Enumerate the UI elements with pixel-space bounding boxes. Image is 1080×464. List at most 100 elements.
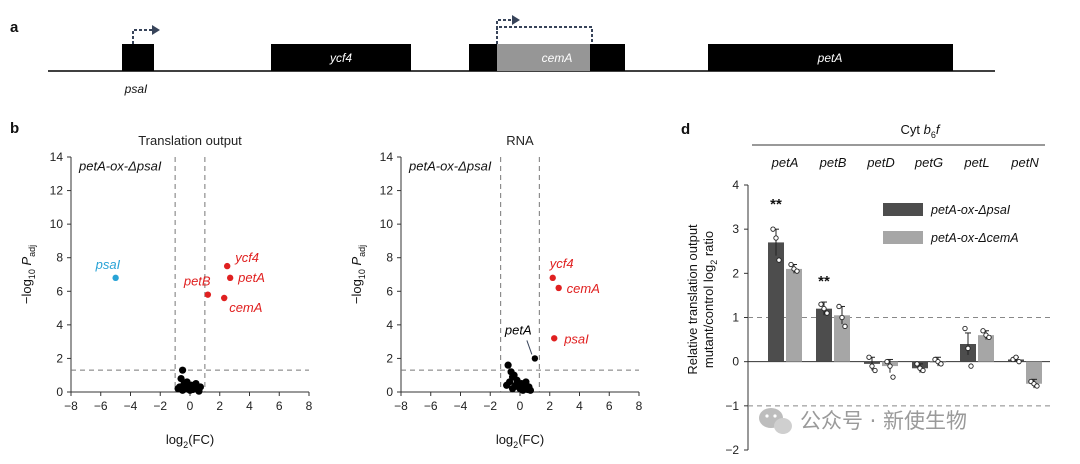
replicate-point xyxy=(770,226,776,232)
legend-label-series1: petA-ox-ΔpsaI xyxy=(930,203,1011,217)
x-tick-label: −2 xyxy=(153,399,167,413)
replicate-point xyxy=(887,363,893,369)
gene-block-psai xyxy=(122,44,154,71)
x-tick-label: −6 xyxy=(94,399,108,413)
replicate-point xyxy=(1034,383,1040,389)
gene-point xyxy=(514,383,523,391)
highlight-point-cema xyxy=(555,284,562,292)
highlight-label-cema: cemA xyxy=(229,300,262,315)
y-tick-label: 0 xyxy=(386,385,393,399)
replicate-point xyxy=(872,367,878,374)
panel-label-a: a xyxy=(10,19,19,36)
x-tick-label: 0 xyxy=(517,399,524,413)
highlight-label-peta: petA xyxy=(237,270,265,285)
y-tick-label: 6 xyxy=(386,284,393,298)
bar-peta-series2 xyxy=(786,268,802,362)
strain-annotation: petA-ox-ΔpsaI xyxy=(78,158,162,173)
highlight-label-petb: petB xyxy=(183,274,211,289)
wechat-icon xyxy=(759,408,792,434)
replicate-point xyxy=(842,323,848,329)
gene-point xyxy=(184,384,193,392)
y-tick-label: 12 xyxy=(380,184,394,198)
watermark: 公众号 · 新使生物 xyxy=(759,408,967,434)
x-tick-label: −8 xyxy=(64,399,78,413)
y-axis-label: −log10 Padj xyxy=(349,245,367,304)
panel-label-d: d xyxy=(681,121,690,138)
highlight-label-psai: psaI xyxy=(563,331,589,346)
y-tick-label: 2 xyxy=(732,266,739,280)
bar-peta-series1 xyxy=(768,242,784,362)
y-tick-label: 8 xyxy=(56,251,63,265)
y-axis-label: −log10 Padj xyxy=(19,245,37,304)
highlight-label-ycf4: ycf4 xyxy=(549,256,574,271)
replicate-point xyxy=(836,303,842,310)
gene-point xyxy=(508,385,517,393)
replicate-point xyxy=(818,301,824,307)
x-tick-label: 8 xyxy=(306,399,313,413)
legend-swatch-series2 xyxy=(883,231,923,244)
replicate-point xyxy=(776,257,782,263)
y-tick-label: 4 xyxy=(56,318,63,332)
gene-block-cema-tail xyxy=(590,44,625,71)
significance-marker: ** xyxy=(818,273,830,290)
replicate-point xyxy=(824,310,830,316)
gene-block-ycf4 xyxy=(271,44,411,71)
panel-label-b: b xyxy=(10,120,19,137)
promoter-arrow-psai xyxy=(132,25,160,44)
gene-point xyxy=(196,383,205,391)
y-tick-label: −2 xyxy=(725,443,739,457)
watermark-text: 公众号 · 新使生物 xyxy=(800,409,967,433)
category-label-petg: petG xyxy=(914,155,943,170)
y-tick-label: 12 xyxy=(50,184,64,198)
highlight-point-cema xyxy=(221,294,228,302)
replicate-point xyxy=(821,306,827,312)
x-tick-label: −4 xyxy=(454,399,468,413)
gene-point xyxy=(504,361,512,369)
highlight-label-psai: psaI xyxy=(95,257,121,272)
x-tick-label: 4 xyxy=(246,399,253,413)
gene-point xyxy=(510,371,518,379)
replicate-point xyxy=(1016,359,1022,365)
gene-point xyxy=(178,366,187,374)
x-tick-label: 2 xyxy=(546,399,553,413)
replicate-point xyxy=(938,361,944,367)
gene-label-psai: psaI xyxy=(124,82,148,96)
bar-chart-cyt-b6f: Cyt b6f −2 −1 0 1 2 3 4 Relative translation out… xyxy=(685,122,1050,457)
highlight-point-peta xyxy=(226,274,234,282)
y-tick-label: 14 xyxy=(50,150,64,164)
x-tick-label: −6 xyxy=(424,399,438,413)
replicate-point xyxy=(866,354,872,360)
y-tick-label: 4 xyxy=(386,318,393,332)
bar-petl-series2 xyxy=(978,335,994,362)
x-axis-label: log2(FC) xyxy=(496,432,544,450)
replicate-point xyxy=(914,361,920,367)
highlight-label-ycf4: ycf4 xyxy=(234,250,259,265)
volcano-plot-translation: Translation output 0 2 4 6 8 10 12 14 −8 −6 −4 −2 0 2 4… xyxy=(19,133,313,450)
y-tick-label: 6 xyxy=(56,284,63,298)
highlight-label-cema: cemA xyxy=(567,281,600,296)
replicate-point xyxy=(890,374,896,380)
replicate-point xyxy=(839,314,845,321)
y-tick-label: 0 xyxy=(56,385,63,399)
highlight-point-psai xyxy=(112,274,119,282)
x-tick-label: −2 xyxy=(483,399,497,413)
y-tick-label: 2 xyxy=(56,351,63,365)
highlight-point-ycf4 xyxy=(549,274,556,282)
gene-block-peta xyxy=(708,44,953,71)
x-tick-label: 2 xyxy=(216,399,223,413)
category-label-petb: petB xyxy=(819,155,847,170)
replicate-point xyxy=(869,363,875,369)
highlight-point-petb xyxy=(204,291,212,298)
gene-point xyxy=(503,381,511,389)
gene-label-peta: petA xyxy=(817,51,843,65)
bar-petn-series2 xyxy=(1026,361,1042,384)
highlight-label-peta: petA xyxy=(504,322,532,337)
x-tick-label: 6 xyxy=(276,399,283,413)
category-label-petn: petN xyxy=(1010,155,1039,170)
replicate-point xyxy=(920,367,926,374)
highlight-point-peta xyxy=(531,355,539,362)
category-label-peta: petA xyxy=(771,155,799,170)
x-tick-label: 0 xyxy=(187,399,194,413)
x-tick-label: −8 xyxy=(394,399,408,413)
gene-point xyxy=(174,385,182,393)
